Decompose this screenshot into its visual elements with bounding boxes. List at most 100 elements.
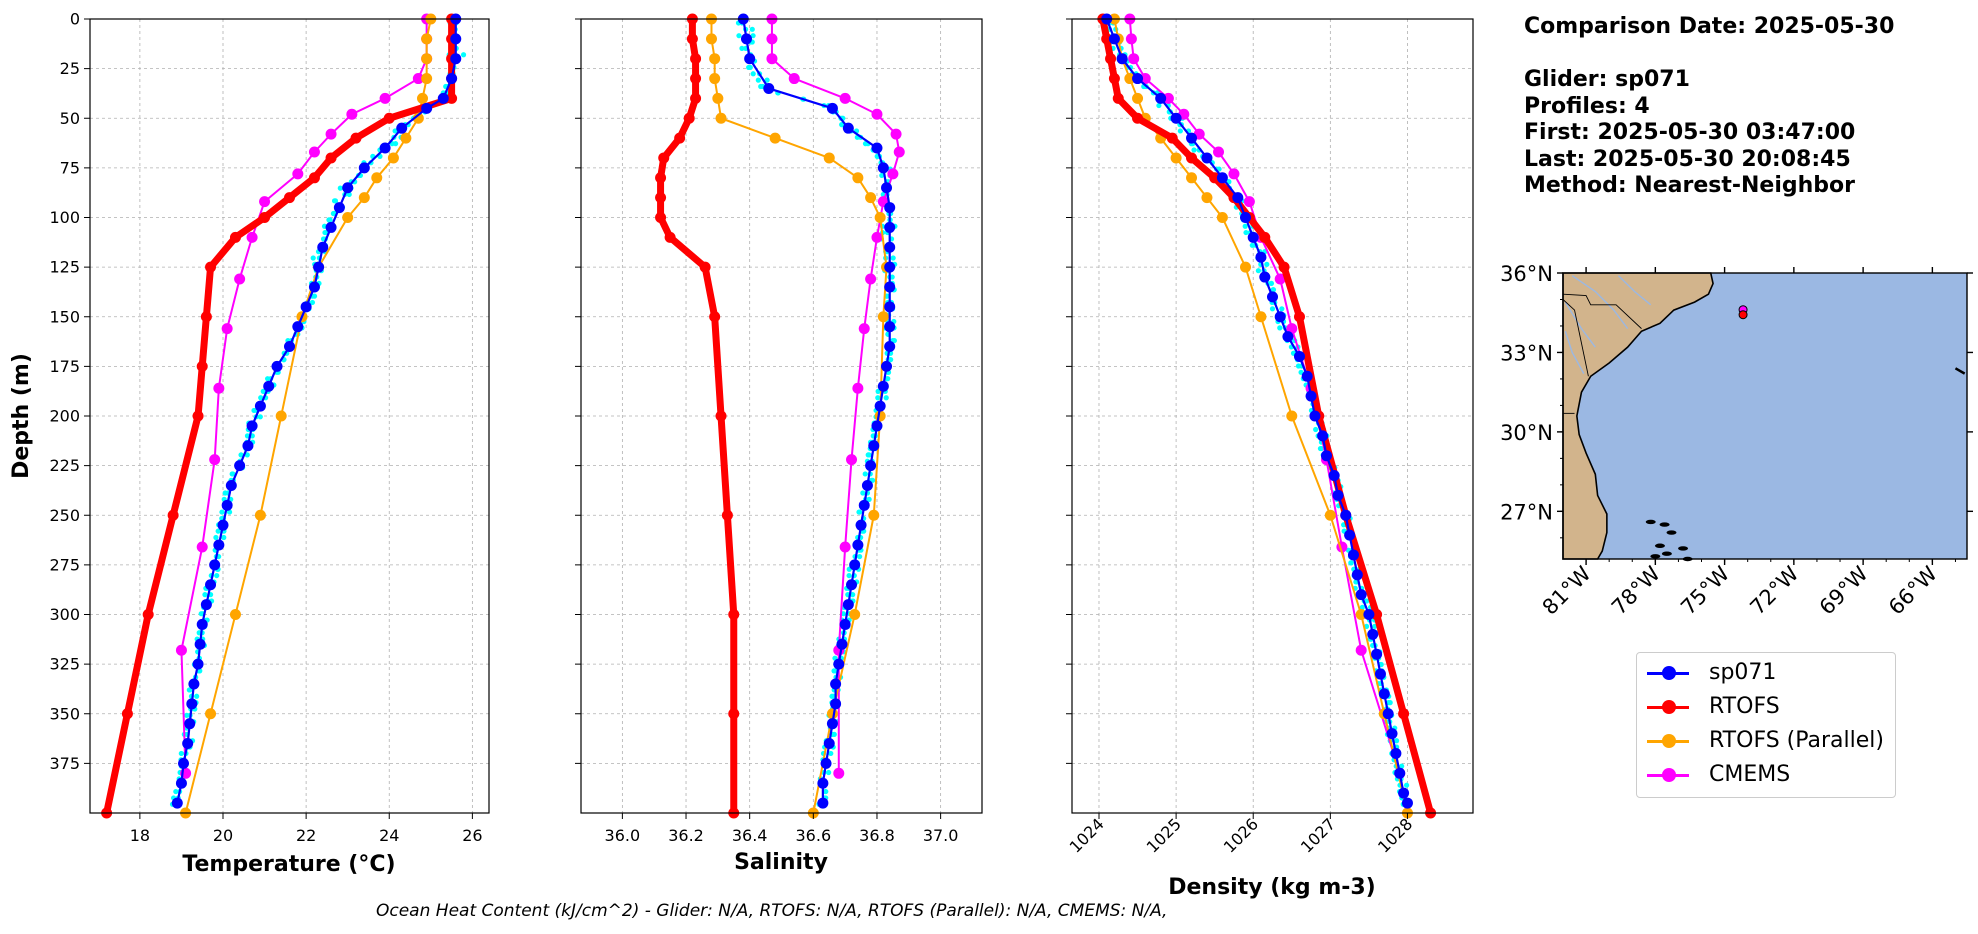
series-point <box>881 360 893 372</box>
series-point <box>1355 644 1367 656</box>
map-river <box>1564 331 1585 374</box>
series-point <box>1125 33 1137 45</box>
series-point <box>175 777 187 789</box>
series-point <box>893 146 905 158</box>
series-point <box>196 541 208 553</box>
series-point <box>246 420 258 432</box>
series-point <box>1116 53 1128 65</box>
profiles-count: Profiles: 4 <box>1524 93 1650 119</box>
map-island <box>1661 551 1672 556</box>
series-point <box>674 132 686 144</box>
y-tick-label: 75 <box>60 158 80 177</box>
obs-point <box>178 750 184 757</box>
series-point <box>1320 450 1332 462</box>
x-tick-label: 36.4 <box>732 826 768 845</box>
series-point <box>1398 708 1410 720</box>
series-point <box>1259 231 1271 243</box>
legend-marker <box>1662 666 1676 680</box>
series-point <box>292 168 304 180</box>
series-point <box>400 132 412 144</box>
series-point <box>823 152 835 164</box>
obs-point <box>1255 268 1261 274</box>
series-point <box>417 92 428 104</box>
series-point <box>1170 152 1182 164</box>
series-point <box>1216 212 1228 223</box>
y-tick-label: 175 <box>49 357 80 376</box>
series-point <box>1351 569 1363 581</box>
series-point <box>842 599 854 611</box>
map-bermuda <box>1954 367 1966 375</box>
y-tick-label: 350 <box>49 704 80 723</box>
series-point <box>884 301 896 313</box>
x-axis-label: Salinity <box>734 850 828 875</box>
obs-point <box>1268 280 1275 287</box>
series-point <box>709 73 721 85</box>
series-point <box>1243 196 1255 208</box>
obs-point <box>890 255 896 261</box>
series-point <box>769 132 781 144</box>
obs-point <box>1269 306 1276 312</box>
x-tick-label: 36.8 <box>859 826 895 845</box>
y-tick-label: 100 <box>49 208 80 227</box>
series-point <box>884 241 896 253</box>
series-point <box>342 212 354 223</box>
series-point <box>205 579 217 591</box>
glider-observations <box>169 20 467 807</box>
series-point <box>292 321 304 333</box>
series-point <box>1374 668 1386 680</box>
y-tick-label: 0 <box>70 10 80 29</box>
x-tick-label: 36.0 <box>605 826 641 845</box>
series-point <box>259 196 271 208</box>
series-point <box>225 479 237 491</box>
series-point <box>325 221 337 233</box>
x-tick-label: 1026 <box>1220 814 1262 856</box>
series-point <box>865 460 877 472</box>
obs-point <box>739 45 745 51</box>
y-axis-label: Depth (m) <box>9 353 34 479</box>
obs-point <box>1317 445 1324 452</box>
series-point <box>699 261 711 273</box>
series-point <box>1355 589 1367 601</box>
legend-item-cmems: CMEMS <box>1637 760 1895 790</box>
series-point <box>655 192 667 204</box>
density-panel: 1024 1025 1026 1027 1028 Density (kg m-3) <box>1066 13 1474 900</box>
series-line-cmems <box>1128 18 1401 774</box>
series-point <box>1162 92 1174 104</box>
series-point <box>839 541 851 553</box>
series-point <box>1201 152 1213 164</box>
map-state-border <box>1562 299 1589 377</box>
series-point <box>1371 609 1383 620</box>
glider-observations <box>735 20 898 807</box>
map-lat-label: 27°N <box>1500 500 1553 524</box>
series-point <box>1259 271 1271 283</box>
series-point <box>715 112 727 124</box>
series-point <box>871 108 883 120</box>
glider-observations <box>1104 20 1410 807</box>
series-point <box>1240 261 1252 273</box>
x-tick-label: 22 <box>296 826 316 845</box>
series-point <box>826 102 838 114</box>
series-point <box>1139 73 1151 85</box>
series-point <box>246 231 258 243</box>
obs-point <box>1264 261 1270 267</box>
series-point <box>421 73 433 85</box>
glider-position-marker <box>1738 310 1748 320</box>
obs-point <box>238 452 244 458</box>
legend-marker <box>1662 768 1676 782</box>
series-point <box>371 172 383 184</box>
obs-point <box>1270 287 1277 293</box>
series-point <box>1274 273 1286 285</box>
series-point <box>300 301 312 313</box>
series-point <box>308 281 320 293</box>
obs-point <box>1353 579 1359 585</box>
map-island <box>1666 530 1677 535</box>
series-point <box>1186 152 1198 164</box>
map-river <box>1571 275 1629 330</box>
series-point <box>396 122 408 134</box>
obs-point <box>230 471 236 477</box>
comparison-date: Comparison Date: 2025-05-30 <box>1524 14 1895 39</box>
obs-point <box>736 33 742 39</box>
map-panel: 36°N 33°N 30°N 27°N 81°W 78°W 75°W 72°W 69°W 66°W <box>1500 262 1973 620</box>
y-tick-label: 125 <box>49 258 80 277</box>
series-point <box>728 708 740 720</box>
